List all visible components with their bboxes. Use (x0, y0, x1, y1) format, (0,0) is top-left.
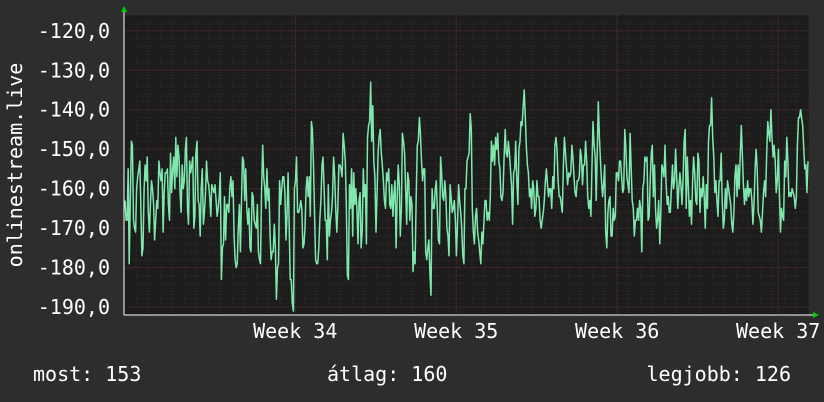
legend-average: átlag: 160 (327, 362, 448, 386)
y-tick-label: -180,0 (38, 256, 110, 280)
y-axis-title-text: onlinestream.live (3, 62, 27, 268)
x-tick-label: Week 37 (736, 319, 820, 343)
y-tick-label: -140,0 (38, 98, 110, 122)
y-tick-label: -170,0 (38, 216, 110, 240)
x-tick-label: Week 36 (575, 319, 659, 343)
x-tick-label: Week 35 (414, 319, 498, 343)
series-line (124, 81, 809, 312)
x-tick-label: Week 34 (253, 319, 337, 343)
y-tick-label: -160,0 (38, 177, 110, 201)
y-axis-arrow (121, 6, 127, 12)
legend-best: legjobb: 126 (646, 362, 792, 386)
legend-current: most: 153 (33, 362, 142, 386)
y-tick-label: -190,0 (38, 295, 110, 319)
y-tick-label: -150,0 (38, 137, 110, 161)
y-axis-title: onlinestream.live (3, 15, 27, 315)
x-axis-ticks: Week 34 Week 35 Week 36 Week 37 (253, 319, 820, 343)
y-tick-label: -130,0 (38, 58, 110, 82)
y-tick-label: -120,0 (38, 19, 110, 43)
y-axis-ticks: -120,0 -130,0 -140,0 -150,0 -160,0 -170,0 -180… (38, 19, 110, 319)
x-axis-arrow (813, 312, 819, 318)
